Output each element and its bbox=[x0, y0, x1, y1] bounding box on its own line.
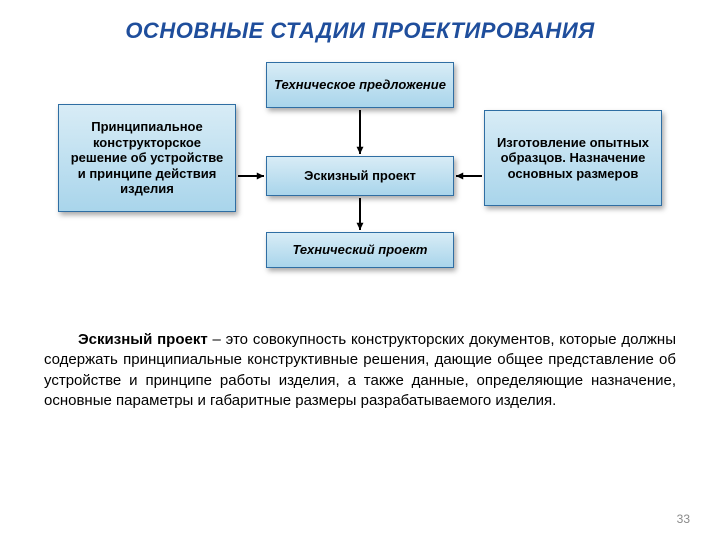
page-title: ОСНОВНЫЕ СТАДИИ ПРОЕКТИРОВАНИЯ bbox=[0, 18, 720, 44]
page-number: 33 bbox=[677, 512, 690, 526]
arrows-layer bbox=[30, 62, 690, 312]
flowchart: Техническое предложение Эскизный проект … bbox=[30, 62, 690, 312]
description-paragraph: Эскизный проект – это совокупность конст… bbox=[44, 330, 676, 411]
desc-indent bbox=[44, 331, 78, 348]
desc-term: Эскизный проект bbox=[78, 331, 208, 348]
